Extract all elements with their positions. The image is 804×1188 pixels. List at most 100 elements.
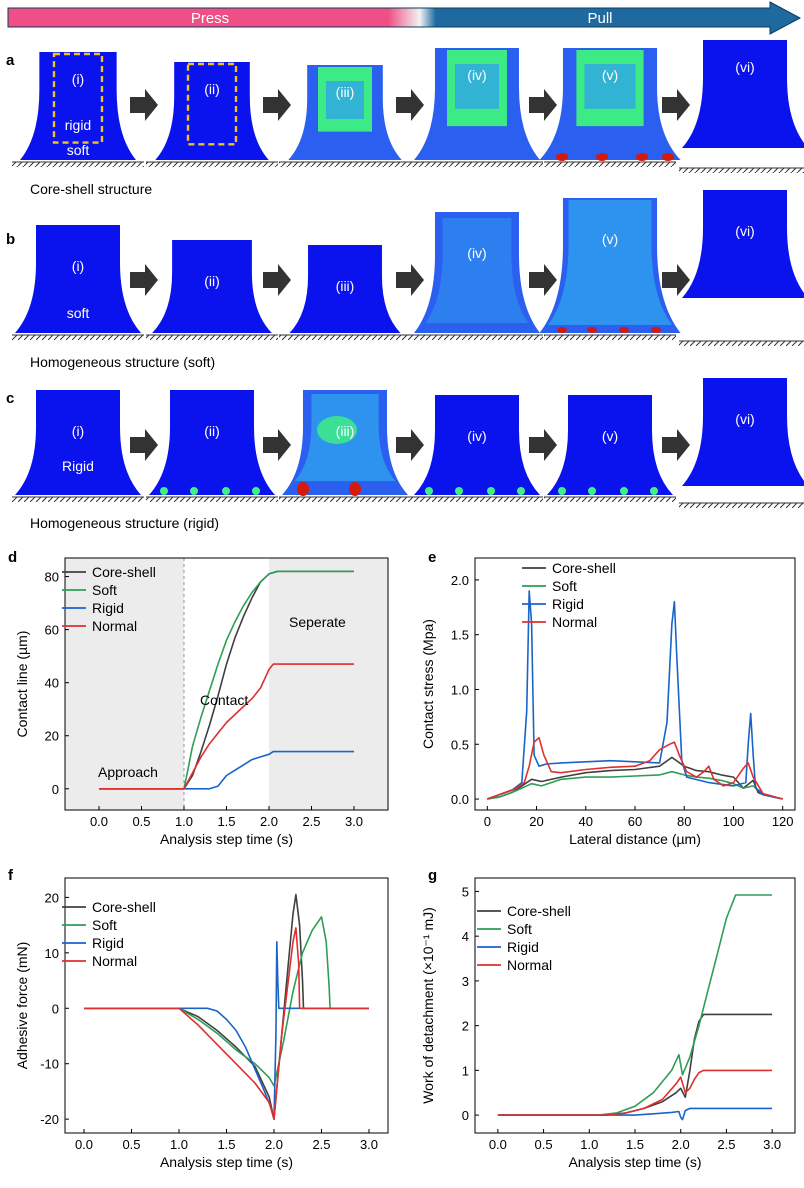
substrate-hatch	[544, 497, 676, 502]
y-axis-label: Work of detachment (×10⁻¹ mJ)	[420, 907, 436, 1104]
panel-label-d: d	[8, 549, 17, 566]
stage-label: (i)	[72, 258, 84, 274]
substrate-hatch	[279, 162, 411, 167]
panel-label-c: c	[6, 390, 15, 407]
series-line-normal	[84, 927, 369, 1120]
stage-label: (v)	[602, 428, 618, 444]
legend-label: Rigid	[92, 600, 124, 616]
stage-label: (ii)	[204, 81, 220, 97]
shaded-region	[269, 558, 388, 810]
substrate-hatch	[544, 162, 676, 167]
y-tick-label: -20	[40, 1112, 59, 1127]
stress-region	[547, 200, 673, 325]
stage-arrow	[130, 264, 158, 296]
series-line-soft	[99, 570, 354, 790]
y-tick-label: 0	[462, 1108, 469, 1123]
x-axis-label: Analysis step time (s)	[160, 831, 293, 847]
structure-body	[289, 245, 401, 333]
stage-label: (iv)	[467, 428, 486, 444]
chart-f: 0.0 0.5 1.0 1.5 2.0 2.5 3.0 -20 -10 0 10 20 Analysis…	[14, 877, 389, 1170]
x-tick-label: 1.5	[217, 814, 235, 829]
stage-label: (v)	[602, 67, 618, 83]
structure-stage: (ii)	[146, 240, 278, 340]
substrate-hatch	[411, 497, 543, 502]
structure-stage: (iv)	[411, 395, 543, 502]
stage-label: (ii)	[204, 423, 220, 439]
stage-label: (iv)	[467, 245, 486, 261]
legend-label: Core-shell	[92, 899, 156, 915]
y-tick-label: 5	[462, 884, 469, 899]
legend-label: Normal	[92, 953, 137, 969]
stage-arrow	[529, 264, 557, 296]
panel-label-a: a	[6, 52, 15, 69]
series-line-core-shell	[487, 756, 783, 800]
annotation-approach: Approach	[98, 764, 158, 780]
stage-label: (i)	[72, 71, 84, 87]
y-tick-label: 0	[52, 1001, 59, 1016]
legend-label: Core-shell	[92, 564, 156, 580]
substrate-hatch	[146, 335, 278, 340]
structure-body	[152, 240, 272, 333]
stress-hotspot	[556, 153, 568, 161]
stress-hotspot	[587, 327, 597, 333]
stage-arrow	[396, 429, 424, 461]
legend-label: Rigid	[552, 596, 584, 612]
series-line-soft	[497, 894, 773, 1116]
legend-label: Rigid	[92, 935, 124, 951]
x-tick-label: 3.0	[345, 814, 363, 829]
stage-label: (iii)	[336, 84, 355, 100]
structure-stage: (ii)	[146, 62, 278, 167]
structure-stage: (iv)	[411, 212, 543, 340]
series-line-normal	[99, 663, 354, 790]
annotation-contact: Contact	[200, 692, 248, 708]
x-tick-label: 0.5	[132, 814, 150, 829]
structure-stage: (iv)	[411, 48, 543, 167]
substrate-hatch	[679, 341, 804, 346]
series-line-normal	[497, 1069, 773, 1116]
structure-body	[547, 395, 673, 495]
structure-stage: (v)	[539, 198, 681, 340]
x-tick-label: 2.5	[302, 814, 320, 829]
stress-hotspot	[297, 482, 309, 496]
substrate-hatch	[12, 162, 144, 167]
substrate-hatch	[411, 162, 543, 167]
structure-stage: (iii)	[279, 245, 411, 340]
x-tick-label: 2.5	[312, 1137, 330, 1152]
series-line-core-shell	[84, 893, 369, 1120]
stage-arrow	[529, 429, 557, 461]
structure-stage: (vi)	[679, 190, 804, 346]
y-tick-label: 1	[462, 1063, 469, 1078]
y-tick-label: 20	[45, 890, 59, 905]
panel-label-f: f	[8, 867, 14, 884]
substrate-hatch	[12, 497, 144, 502]
stress-hotspot	[222, 487, 230, 495]
stress-hotspot	[558, 487, 566, 495]
chart-e: 0 20 40 60 80 100 120 0.0 0.5 1.0 1.5 2.0 Lateral di…	[420, 557, 796, 847]
stage-arrow	[263, 264, 291, 296]
stress-hotspot	[620, 487, 628, 495]
stress-hotspot	[349, 482, 361, 496]
structure-stage: (ii)	[146, 390, 278, 502]
stress-hotspot	[517, 487, 525, 495]
structure-stage: (i)	[12, 390, 144, 502]
x-tick-label: 0.5	[535, 1137, 553, 1152]
stage-arrow	[263, 89, 291, 121]
y-tick-label: 60	[45, 623, 59, 638]
series-line-rigid	[497, 1107, 773, 1121]
y-tick-label: 1.0	[451, 682, 469, 697]
x-axis-label: Analysis step time (s)	[568, 1154, 701, 1170]
x-tick-label: 1.0	[580, 1137, 598, 1152]
structure-body	[149, 390, 275, 495]
chart-g: 0.0 0.5 1.0 1.5 2.0 2.5 3.0 0 1 2 3 4 5 Analysis step…	[420, 877, 796, 1170]
structure-body	[20, 52, 136, 160]
caption-core-shell: Core-shell structure	[30, 181, 153, 197]
x-tick-label: 3.0	[360, 1137, 378, 1152]
structure-body	[155, 62, 269, 160]
rigid-core-label: rigid	[65, 117, 91, 133]
stage-label: (vi)	[735, 411, 754, 427]
legend-label: Normal	[507, 957, 552, 973]
structure-body	[414, 395, 540, 495]
stress-hotspot	[557, 327, 567, 333]
substrate-hatch	[679, 168, 804, 173]
x-tick-label: 0.5	[122, 1137, 140, 1152]
